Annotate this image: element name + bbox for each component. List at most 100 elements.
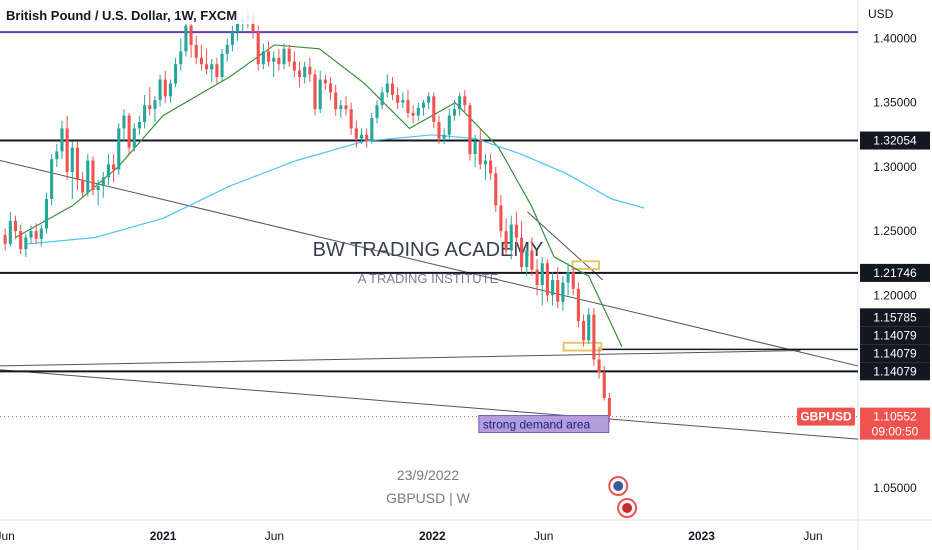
candle-body xyxy=(261,51,265,65)
candle-body xyxy=(349,109,353,129)
time-tick-label: Jun xyxy=(803,529,822,543)
candle-body xyxy=(282,48,286,65)
time-tick-label: Jun xyxy=(265,529,284,543)
candle-body xyxy=(55,151,59,160)
price-tick-label: 1.05000 xyxy=(873,481,917,495)
candle-body xyxy=(81,179,85,193)
candle-body xyxy=(576,288,580,321)
candle-body xyxy=(592,314,596,360)
candle-body xyxy=(323,79,327,84)
demand-area-annotation[interactable]: strong demand area xyxy=(478,415,610,434)
candle-body xyxy=(50,159,54,200)
level-label-bg xyxy=(860,362,930,381)
candle-body xyxy=(39,228,43,239)
candle-body xyxy=(19,231,23,250)
candle-body xyxy=(24,237,28,250)
candle-body xyxy=(29,231,33,238)
candle-body xyxy=(452,109,457,116)
candle-body xyxy=(266,51,271,62)
candle-body xyxy=(272,57,276,62)
candle-body xyxy=(587,314,591,341)
candle-body xyxy=(168,83,172,97)
level-label-bg xyxy=(860,344,930,363)
trendlines[interactable] xyxy=(0,160,859,440)
candle-body xyxy=(91,160,95,191)
candle-body xyxy=(225,44,229,54)
time-tick-label: Jun xyxy=(534,529,553,543)
candle-body xyxy=(504,231,508,251)
time-tick-label: 2022 xyxy=(419,529,446,543)
candle-body xyxy=(277,57,281,65)
price-tick-label: 1.25000 xyxy=(873,224,917,238)
candle-body xyxy=(551,279,555,296)
candle-body xyxy=(365,134,369,142)
candle-body xyxy=(75,147,80,180)
demand-area-label: strong demand area xyxy=(483,418,591,432)
candle-body xyxy=(137,121,141,129)
candle-body xyxy=(303,66,307,78)
candle-body xyxy=(230,32,234,45)
candle-body xyxy=(339,105,343,110)
candle-body xyxy=(215,64,219,78)
time-tick-label: 2021 xyxy=(150,529,177,543)
candle-body xyxy=(44,199,49,229)
flag-icon xyxy=(622,503,633,513)
candles xyxy=(3,7,611,423)
candle-body xyxy=(607,398,611,416)
candle-body xyxy=(514,224,518,238)
candle-body xyxy=(8,220,12,244)
zones[interactable] xyxy=(562,260,603,352)
price-tick-label: 1.35000 xyxy=(873,96,917,110)
candle-body xyxy=(421,102,426,108)
candle-body xyxy=(297,70,302,78)
candle-body xyxy=(117,128,121,170)
candle-body xyxy=(483,160,487,165)
candle-body xyxy=(401,100,405,103)
time-axis-ticks: Jun 2021 Jun 2022 Jun 2023 Jun xyxy=(0,529,823,543)
current-price-badge: GBPUSD 1.10552 09:00:50 xyxy=(797,407,930,440)
candle-body xyxy=(65,128,69,173)
trendline xyxy=(0,350,801,367)
level-label-bg xyxy=(860,326,930,345)
candle-body xyxy=(199,57,203,65)
candle-body xyxy=(344,105,348,110)
candle-body xyxy=(556,279,560,302)
candle-body xyxy=(385,83,389,93)
candle-body xyxy=(535,269,539,286)
candle-body xyxy=(473,141,477,155)
candle-body xyxy=(292,61,296,71)
level-label: 1.14079 xyxy=(873,364,917,378)
events[interactable] xyxy=(608,476,638,518)
price-tick-label: 1.30000 xyxy=(873,160,917,174)
candle-body xyxy=(390,83,395,96)
time-tick-label: 2023 xyxy=(688,529,715,543)
candle-body xyxy=(318,79,322,110)
candle-body xyxy=(463,96,467,106)
candle-body xyxy=(520,237,524,268)
candle-body xyxy=(447,115,451,135)
horizontal-levels[interactable] xyxy=(0,31,858,418)
candle-body xyxy=(597,359,601,373)
candle-body xyxy=(194,44,198,58)
candle-body xyxy=(566,272,570,283)
candle-body xyxy=(478,141,482,165)
candle-body xyxy=(499,205,503,232)
candle-body xyxy=(313,74,317,110)
candle-body xyxy=(34,231,38,239)
flag-icon xyxy=(613,481,624,491)
candle-body xyxy=(375,105,379,119)
currency-label[interactable]: USD xyxy=(868,7,894,21)
price-axis-ticks: 1.40000 1.35000 1.30000 1.25000 1.20000 1.050… xyxy=(873,32,917,495)
candle-body xyxy=(494,173,498,206)
candle-body xyxy=(328,83,333,93)
candle-body xyxy=(220,53,224,78)
candle-body xyxy=(179,51,183,65)
last-price: 1.10552 xyxy=(873,410,917,424)
candle-body xyxy=(561,282,565,302)
supply-zone xyxy=(562,341,603,352)
candle-body xyxy=(489,160,493,174)
candle-body xyxy=(582,320,586,341)
candle-body xyxy=(153,100,157,110)
candle-body xyxy=(148,105,152,110)
